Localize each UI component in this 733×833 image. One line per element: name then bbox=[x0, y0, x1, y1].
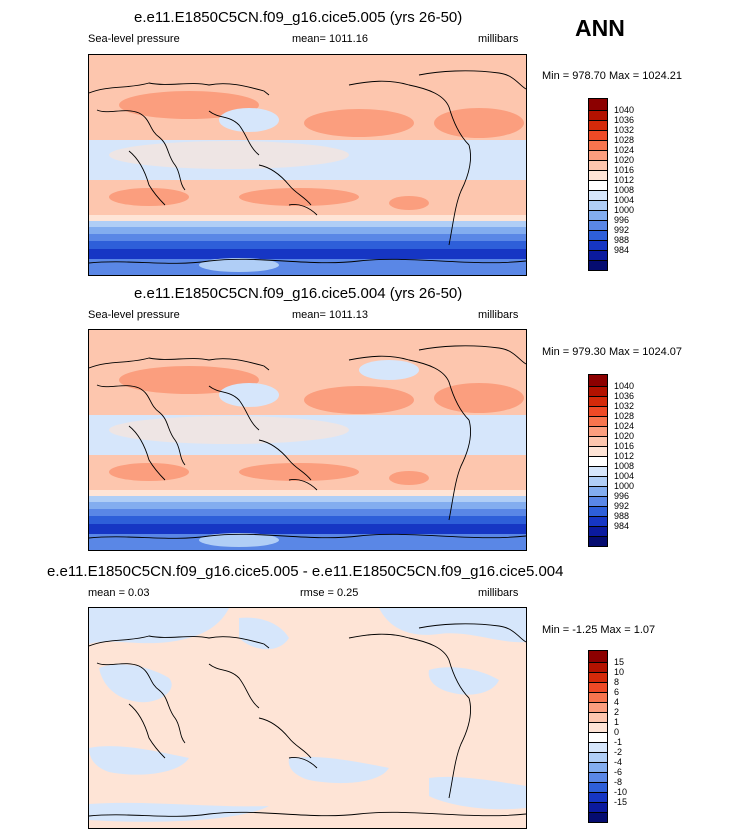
colorbar-label: 1008 bbox=[614, 185, 635, 195]
colorbar-label: 15 bbox=[614, 657, 625, 667]
colorbar-label: 1024 bbox=[614, 145, 635, 155]
colorbar-label: 1036 bbox=[614, 115, 635, 125]
colorbar-label: 984 bbox=[614, 521, 630, 531]
colorbar-label: 984 bbox=[614, 245, 630, 255]
panel-2-variable-label: Sea-level pressure bbox=[88, 309, 180, 321]
colorbar-label: 1024 bbox=[614, 421, 635, 431]
panel-2-units-label: millibars bbox=[478, 309, 519, 321]
colorbar-label: 1004 bbox=[614, 471, 635, 481]
colorbar-label: 1020 bbox=[614, 431, 635, 441]
colorbar-label: 1020 bbox=[614, 155, 635, 165]
colorbar-label: -15 bbox=[614, 797, 628, 807]
colorbar-label: 1028 bbox=[614, 411, 635, 421]
colorbar-label: -8 bbox=[614, 777, 623, 787]
colorbar-label: -10 bbox=[614, 787, 628, 797]
colorbar-label: 4 bbox=[614, 697, 620, 707]
colorbar-label: 988 bbox=[614, 235, 630, 245]
colorbar-label: 0 bbox=[614, 727, 620, 737]
panel-3-rmse-label: rmse = 0.25 bbox=[300, 587, 359, 599]
colorbar-label: 992 bbox=[614, 501, 630, 511]
panel-1-units-label: millibars bbox=[478, 33, 519, 45]
colorbar-label: 992 bbox=[614, 225, 630, 235]
panel-3-title: e.e11.E1850C5CN.f09_g16.cice5.005 - e.e1… bbox=[47, 563, 564, 580]
colorbar-label: 2 bbox=[614, 707, 620, 717]
colorbar-label: 1000 bbox=[614, 205, 635, 215]
panel-3-colorbar: 15 10 8 6 4 2 1 0 -1 -2 -4 -6 -8 -10 -15 bbox=[588, 650, 627, 823]
panel-1-minmax-label: Min = 978.70 Max = 1024.21 bbox=[542, 70, 683, 82]
colorbar-label: 8 bbox=[614, 677, 620, 687]
colorbar-swatch bbox=[588, 260, 608, 271]
colorbar-label: 1040 bbox=[614, 105, 635, 115]
colorbar-label: -4 bbox=[614, 757, 623, 767]
colorbar-label: 1040 bbox=[614, 381, 635, 391]
panel-1-colorbar: 1040 1036 1032 1028 1024 1020 1016 1012 … bbox=[588, 98, 634, 271]
colorbar-swatch bbox=[588, 536, 608, 547]
colorbar-label: 988 bbox=[614, 511, 630, 521]
colorbar-label: -6 bbox=[614, 767, 623, 777]
colorbar-label: 1012 bbox=[614, 175, 635, 185]
panel-3-units-label: millibars bbox=[478, 587, 519, 599]
colorbar-label: -1 bbox=[614, 737, 623, 747]
colorbar-label: 1028 bbox=[614, 135, 635, 145]
colorbar-label: 1016 bbox=[614, 441, 635, 451]
colorbar-label: 1036 bbox=[614, 391, 635, 401]
panel-2-mean-label: mean= 1011.13 bbox=[292, 309, 368, 321]
colorbar-label: 1012 bbox=[614, 451, 635, 461]
season-label: ANN bbox=[575, 15, 625, 41]
colorbar-label: 1016 bbox=[614, 165, 635, 175]
panel-2-map bbox=[88, 329, 527, 551]
panel-2-title: e.e11.E1850C5CN.f09_g16.cice5.004 (yrs 2… bbox=[134, 285, 463, 302]
panel-3-map bbox=[88, 607, 527, 829]
colorbar-label: 1004 bbox=[614, 195, 635, 205]
colorbar-label: 6 bbox=[614, 687, 620, 697]
colorbar-label: 996 bbox=[614, 491, 630, 501]
colorbar-label: 996 bbox=[614, 215, 630, 225]
panel-1-map bbox=[88, 54, 527, 276]
colorbar-label: 1032 bbox=[614, 125, 635, 135]
colorbar-label: 1032 bbox=[614, 401, 635, 411]
colorbar-label: -2 bbox=[614, 747, 623, 757]
colorbar-swatch bbox=[588, 812, 608, 823]
panel-1-title: e.e11.E1850C5CN.f09_g16.cice5.005 (yrs 2… bbox=[134, 9, 463, 26]
panel-1-mean-label: mean= 1011.16 bbox=[292, 33, 368, 45]
panel-1-variable-label: Sea-level pressure bbox=[88, 33, 180, 45]
panel-3-minmax-label: Min = -1.25 Max = 1.07 bbox=[542, 624, 656, 636]
colorbar-label: 1008 bbox=[614, 461, 635, 471]
panel-2-minmax-label: Min = 979.30 Max = 1024.07 bbox=[542, 346, 683, 358]
colorbar-label: 1000 bbox=[614, 481, 635, 491]
colorbar-label: 10 bbox=[614, 667, 625, 677]
panel-2-colorbar: 1040 1036 1032 1028 1024 1020 1016 1012 … bbox=[588, 374, 634, 547]
panel-3-mean-label: mean = 0.03 bbox=[88, 587, 150, 599]
colorbar-label: 1 bbox=[614, 717, 620, 727]
